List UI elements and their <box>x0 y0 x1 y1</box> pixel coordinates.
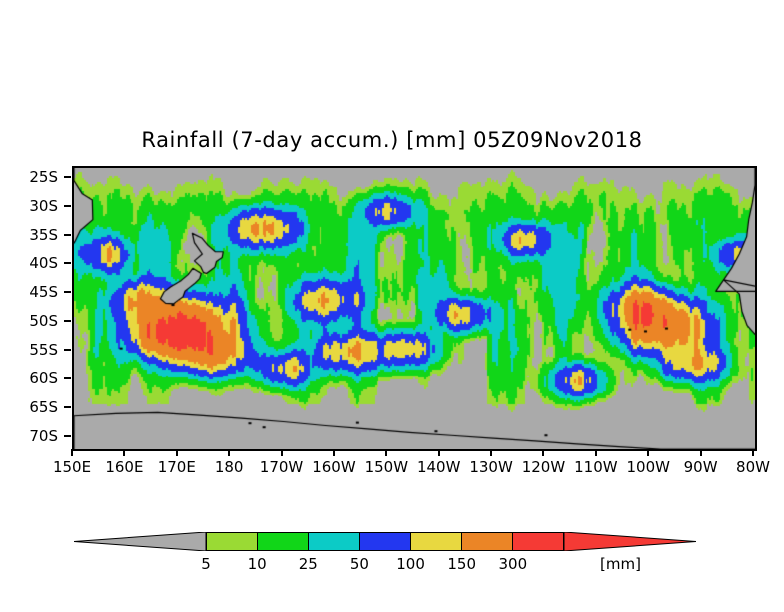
colorbar-swatch-3 <box>360 533 411 550</box>
y-tick-label-60S: 60S <box>29 369 58 388</box>
x-tick-label-90W: 90W <box>683 458 718 476</box>
colorbar-swatch-0 <box>207 533 258 550</box>
colorbar-tick-10: 10 <box>247 555 267 573</box>
y-tick-mark <box>64 377 71 380</box>
page-title: Rainfall (7-day accum.) [mm] 05Z09Nov201… <box>141 128 643 152</box>
x-tick-label-100W: 100W <box>626 458 670 476</box>
x-tick-mark <box>490 449 493 456</box>
y-tick-label-65S: 65S <box>29 397 58 416</box>
y-tick-mark <box>64 291 71 294</box>
map-plot-area <box>72 166 757 451</box>
colorbar-high-arrow <box>564 532 696 551</box>
y-tick-label-45S: 45S <box>29 283 58 302</box>
x-tick-label-150E: 150E <box>52 458 92 476</box>
x-tick-label-160E: 160E <box>105 458 144 476</box>
y-tick-label-30S: 30S <box>29 197 58 216</box>
colorbar-tick-50: 50 <box>349 555 369 573</box>
x-tick-mark <box>332 449 335 456</box>
colorbar-tick-25: 25 <box>298 555 318 573</box>
y-tick-mark <box>64 233 71 236</box>
x-tick-label-160W: 160W <box>312 458 356 476</box>
y-tick-label-35S: 35S <box>29 225 58 244</box>
x-tick-label-130W: 130W <box>469 458 513 476</box>
x-tick-label-140W: 140W <box>416 458 461 476</box>
x-tick-mark <box>175 449 178 456</box>
rainfall-heatmap-canvas <box>74 168 755 449</box>
y-tick-label-50S: 50S <box>29 311 58 330</box>
colorbar-low-arrow <box>74 532 206 551</box>
x-tick-mark <box>71 449 73 456</box>
colorbar-tick-150: 150 <box>447 555 477 573</box>
x-tick-label-110W: 110W <box>574 458 618 476</box>
x-tick-mark <box>228 449 231 456</box>
x-tick-mark <box>752 449 754 456</box>
y-tick-mark <box>64 205 71 208</box>
colorbar-tick-100: 100 <box>396 555 425 573</box>
x-tick-mark <box>437 449 440 456</box>
x-tick-mark <box>542 449 545 456</box>
x-tick-mark <box>385 449 388 456</box>
x-tick-mark <box>123 449 126 456</box>
y-tick-label-55S: 55S <box>29 340 58 359</box>
colorbar-unit-label: [mm] <box>600 555 641 573</box>
x-tick-label-170W: 170W <box>259 458 304 476</box>
y-tick-label-70S: 70S <box>29 426 58 445</box>
y-tick-mark <box>64 348 71 351</box>
y-tick-label-25S: 25S <box>29 168 58 187</box>
x-tick-mark <box>647 449 650 456</box>
x-tick-label-150W: 150W <box>364 458 409 476</box>
y-tick-mark <box>64 319 71 322</box>
x-tick-mark <box>280 449 283 456</box>
y-tick-label-40S: 40S <box>29 254 58 273</box>
y-tick-mark <box>64 262 71 265</box>
colorbar-swatch-2 <box>309 533 360 550</box>
colorbar-swatch-1 <box>258 533 309 550</box>
x-tick-label-120W: 120W <box>521 458 566 476</box>
x-tick-mark <box>699 449 702 456</box>
colorbar-swatch-4 <box>411 533 462 550</box>
x-tick-label-80W: 80W <box>736 458 770 476</box>
colorbar-legend: 5 10 25 50 100 150 300 [mm] <box>0 505 784 575</box>
colorbar-swatch-5 <box>462 533 513 550</box>
x-tick-label-170E: 170E <box>157 458 196 476</box>
y-tick-mark <box>64 176 71 179</box>
y-tick-mark <box>64 434 71 437</box>
x-tick-mark <box>594 449 597 456</box>
colorbar-tick-300: 300 <box>498 555 528 573</box>
x-tick-label-180: 180 <box>214 458 244 476</box>
colorbar-tick-5: 5 <box>201 555 211 573</box>
colorbar-swatch-6 <box>513 533 563 550</box>
y-tick-mark <box>64 405 71 408</box>
colorbar-swatches <box>206 532 564 551</box>
